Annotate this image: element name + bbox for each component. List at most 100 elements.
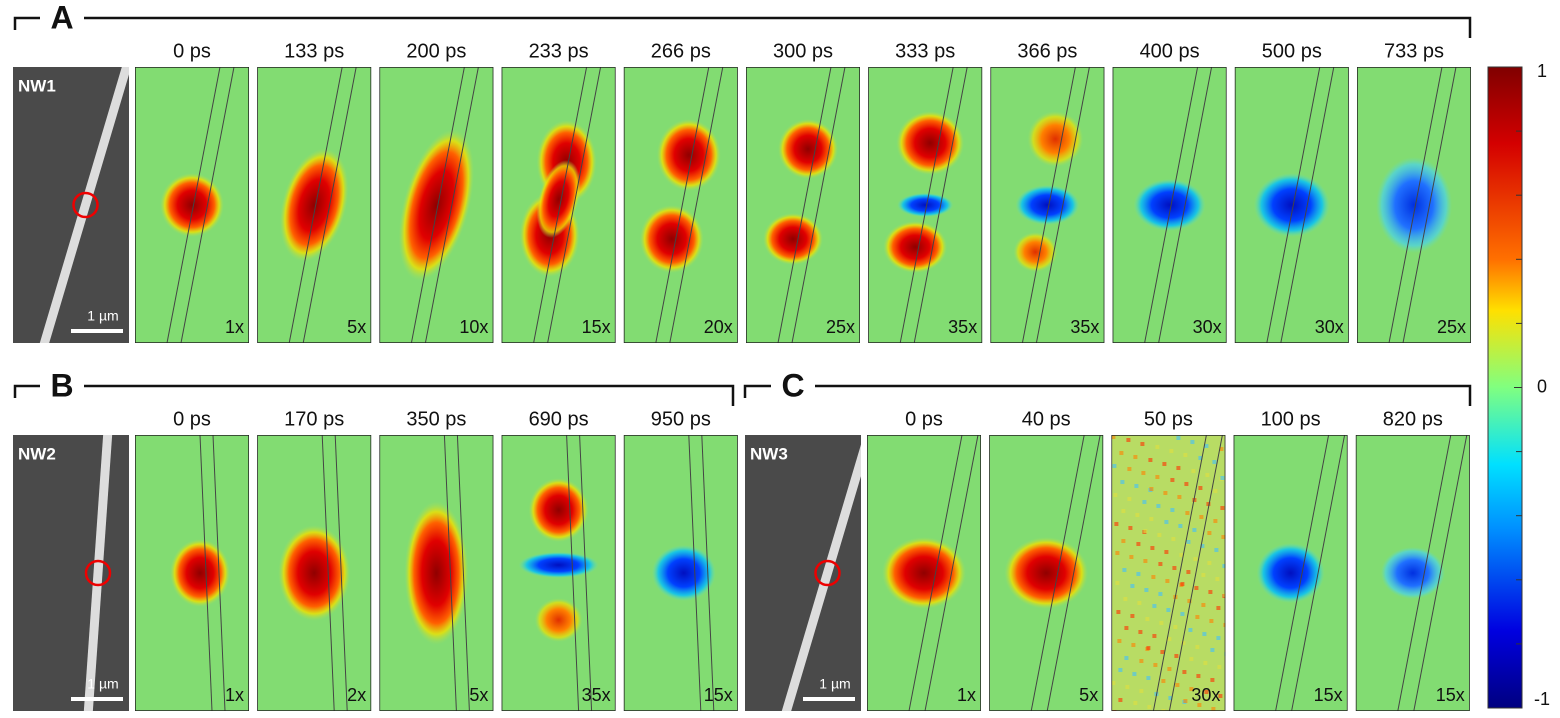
panel-label: B [50, 367, 73, 403]
wire-outline [1046, 435, 1101, 711]
noise [1129, 555, 1134, 559]
noise [1127, 497, 1132, 501]
noise [1149, 517, 1154, 521]
noise [1126, 438, 1131, 442]
noise [1155, 445, 1160, 449]
wire-outline [1413, 435, 1468, 711]
gain-label: 30x [1191, 685, 1220, 705]
noise [1168, 696, 1173, 700]
gain-label: 30x [1315, 317, 1344, 337]
noise [1123, 597, 1128, 601]
wire-outline [899, 67, 954, 343]
noise [1120, 480, 1125, 484]
gain-label: 1x [225, 685, 244, 705]
wire-outline [1168, 435, 1223, 711]
noise [1146, 646, 1151, 650]
nanowire [39, 67, 129, 343]
noise [1207, 531, 1212, 535]
noise [1216, 636, 1221, 640]
frame: 35x [501, 435, 616, 711]
frame-bg [623, 67, 738, 343]
noise [1139, 659, 1144, 663]
noise [1211, 707, 1216, 711]
signal-blob [534, 598, 583, 642]
time-label: 820 ps [1383, 408, 1443, 430]
time-label: 350 ps [406, 408, 466, 430]
sem-image: NW3 1 µm [745, 435, 861, 711]
noise [1195, 615, 1200, 619]
noise [1176, 436, 1181, 440]
probe-spot [72, 191, 99, 219]
frame: 5x [379, 435, 494, 711]
wire-outline [166, 67, 221, 343]
noise [1180, 612, 1185, 616]
noise [1167, 637, 1172, 641]
noise [1200, 544, 1205, 548]
noise [1208, 590, 1213, 594]
signal-blob [1376, 157, 1452, 253]
bracket [743, 384, 1472, 406]
noise [1146, 676, 1151, 680]
noise [1138, 630, 1143, 634]
frame: 1x [135, 435, 249, 711]
time-label: 200 ps [406, 40, 466, 62]
gain-label: 5x [1079, 685, 1098, 705]
frame: 15x [1355, 435, 1470, 711]
noise [1163, 491, 1168, 495]
noise [1205, 473, 1210, 477]
gain-label: 2x [347, 685, 366, 705]
noise [1210, 678, 1215, 682]
noise [1196, 674, 1201, 678]
noise [1204, 444, 1209, 448]
noise [1192, 528, 1197, 532]
frame-bg [746, 67, 860, 343]
wire-outline [334, 435, 348, 711]
noise [1136, 542, 1141, 546]
colorbar-tick-label: 0 [1537, 376, 1547, 396]
time-label: 100 ps [1261, 408, 1321, 430]
signal-blob [639, 205, 704, 273]
noise [1223, 593, 1226, 597]
noise [1125, 685, 1130, 689]
noise [1160, 650, 1165, 654]
frame: 25x [746, 67, 860, 343]
scale-bar [71, 329, 123, 333]
wire-outline [424, 67, 479, 343]
noise [1179, 553, 1184, 557]
wire-outline [321, 435, 335, 711]
noise [1115, 551, 1120, 555]
wire-outline [1397, 435, 1452, 711]
noise [1133, 455, 1138, 459]
frame: 15x [623, 435, 738, 711]
noise [1194, 586, 1199, 590]
noise [1218, 694, 1223, 698]
noise [1201, 573, 1206, 577]
sem-image: NW2 1 µm [13, 435, 129, 711]
noise [1201, 603, 1206, 607]
frame: 15x [501, 67, 616, 343]
noise [1127, 467, 1132, 471]
noise [1114, 522, 1119, 526]
gain-label: 1x [225, 317, 244, 337]
noise [1213, 519, 1218, 523]
noise [1124, 626, 1129, 630]
noise [1164, 520, 1169, 524]
noise [1112, 464, 1117, 468]
frame: 10x [379, 67, 494, 343]
frame: 5x [989, 435, 1104, 711]
noise [1186, 540, 1191, 544]
gain-label: 25x [826, 317, 855, 337]
noise [1135, 513, 1140, 517]
frame: 25x [1357, 67, 1471, 343]
signal-blob [536, 160, 581, 238]
wire-outline [1021, 67, 1076, 343]
label-bg [40, 0, 84, 36]
noise [1137, 601, 1142, 605]
wire-outline [1144, 67, 1199, 343]
signal-blob [1133, 179, 1206, 231]
noise [1140, 442, 1145, 446]
signal-blob [1027, 111, 1084, 167]
noise [1119, 451, 1124, 455]
wire-outline [1030, 435, 1085, 711]
